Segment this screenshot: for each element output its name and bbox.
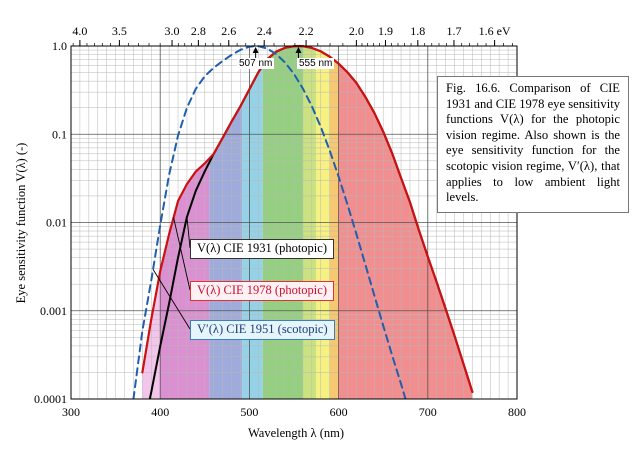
top-tick-label: 4.0 xyxy=(72,24,87,38)
spectral-band-6 xyxy=(329,56,339,399)
top-tick-label: 3.0 xyxy=(165,24,180,38)
top-tick-label: 1.8 xyxy=(410,24,425,38)
x-tick-label-700: 700 xyxy=(419,405,437,419)
top-tick-label: 2.2 xyxy=(299,24,314,38)
y-tick-label-3: 0.1 xyxy=(52,127,67,141)
leader-cie1978 xyxy=(173,217,191,291)
legend-label-cie1931: V(λ) CIE 1931 (photopic) xyxy=(190,239,334,259)
top-tick-label: 2.6 xyxy=(221,24,236,38)
x-tick-label-500: 500 xyxy=(240,405,258,419)
spectral-band-0 xyxy=(160,158,210,399)
spectral-band-2 xyxy=(242,65,263,399)
legend-label-cie1978: V(λ) CIE 1978 (photopic) xyxy=(190,281,334,301)
top-tick-label: 2.0 xyxy=(349,24,364,38)
y-axis-title: Eye sensitivity function V(λ) (-) xyxy=(14,143,28,304)
curve-scotopic xyxy=(132,45,407,399)
y-tick-label-4: 1.0 xyxy=(52,39,67,53)
top-tick-label: 1.7 xyxy=(446,24,461,38)
peak-arrow-head-555 xyxy=(295,47,302,53)
peak-label-555: 555 nm xyxy=(297,58,335,69)
y-tick-label-0: 0.0001 xyxy=(34,392,67,406)
x-tick-label-800: 800 xyxy=(508,405,526,419)
top-tick-label: 3.5 xyxy=(112,24,127,38)
y-tick-label-2: 0.01 xyxy=(46,216,67,230)
legend-label-scotopic: V′(λ) CIE 1951 (scotopic) xyxy=(190,320,335,340)
x-tick-label-400: 400 xyxy=(151,405,169,419)
peak-label-507: 507 nm xyxy=(237,58,275,69)
spectral-band-5 xyxy=(316,49,330,399)
x-tick-label-600: 600 xyxy=(330,405,348,419)
leader-cie1931 xyxy=(186,216,191,249)
spectral-band-7 xyxy=(338,63,473,400)
top-tick-label: 1.9 xyxy=(378,24,393,38)
y-tick-label-1: 0.001 xyxy=(40,304,67,318)
figure-caption: Fig. 16.6. Comparison of CIE 1931 and CI… xyxy=(437,76,629,213)
top-tick-label: 1.6 eV xyxy=(479,24,511,38)
leader-scotopic xyxy=(152,269,191,330)
x-axis-title: Wavelength λ (nm) xyxy=(248,426,344,440)
top-tick-label: 2.4 xyxy=(257,24,272,38)
top-tick-label: 2.8 xyxy=(191,24,206,38)
x-tick-label-300: 300 xyxy=(62,405,80,419)
peak-arrow-head-507 xyxy=(252,47,259,53)
plot-frame xyxy=(70,45,518,400)
